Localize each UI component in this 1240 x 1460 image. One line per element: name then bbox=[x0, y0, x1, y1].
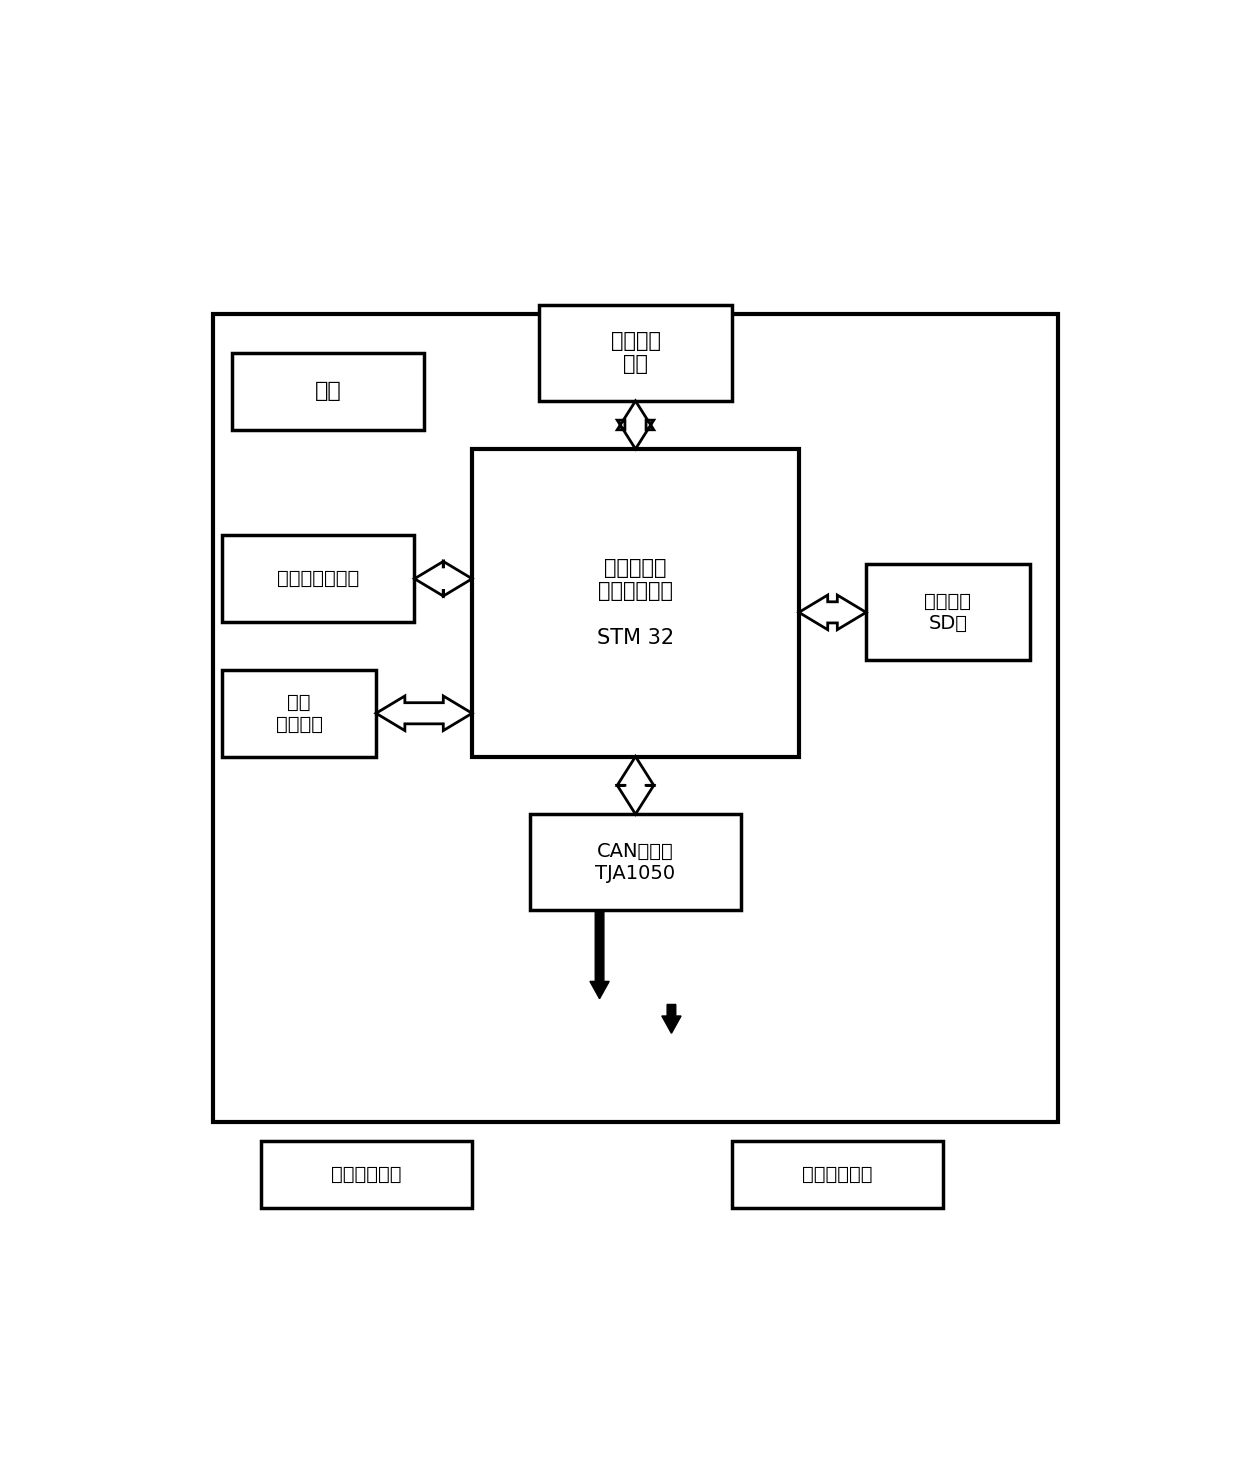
Bar bbox=[260, 1140, 472, 1209]
Text: 充电桩主控板: 充电桩主控板 bbox=[802, 1165, 873, 1184]
Bar bbox=[732, 1140, 942, 1209]
Polygon shape bbox=[414, 562, 472, 596]
Bar bbox=[213, 314, 1058, 1121]
Polygon shape bbox=[799, 596, 866, 629]
Bar bbox=[222, 670, 376, 756]
Bar bbox=[529, 815, 742, 910]
Text: 计费控制单元: 计费控制单元 bbox=[331, 1165, 402, 1184]
Polygon shape bbox=[618, 756, 653, 815]
Bar bbox=[232, 353, 424, 429]
Polygon shape bbox=[618, 402, 653, 450]
Text: 以太网通信模块: 以太网通信模块 bbox=[278, 569, 360, 588]
Text: CAN收发器
TJA1050: CAN收发器 TJA1050 bbox=[595, 842, 676, 883]
Polygon shape bbox=[662, 1004, 681, 1034]
Bar bbox=[472, 450, 799, 756]
Text: 人机交互
模块: 人机交互 模块 bbox=[610, 331, 661, 375]
Text: 通信模拟和
故障检测单元

STM 32: 通信模拟和 故障检测单元 STM 32 bbox=[596, 558, 675, 648]
Text: 串口
通信模块: 串口 通信模块 bbox=[275, 694, 322, 734]
Bar bbox=[866, 565, 1029, 660]
Bar bbox=[539, 305, 732, 402]
Text: 存储模块
SD卡: 存储模块 SD卡 bbox=[924, 591, 971, 632]
Bar bbox=[222, 536, 414, 622]
Polygon shape bbox=[376, 696, 472, 730]
Text: 电源: 电源 bbox=[315, 381, 341, 402]
Polygon shape bbox=[590, 910, 609, 999]
